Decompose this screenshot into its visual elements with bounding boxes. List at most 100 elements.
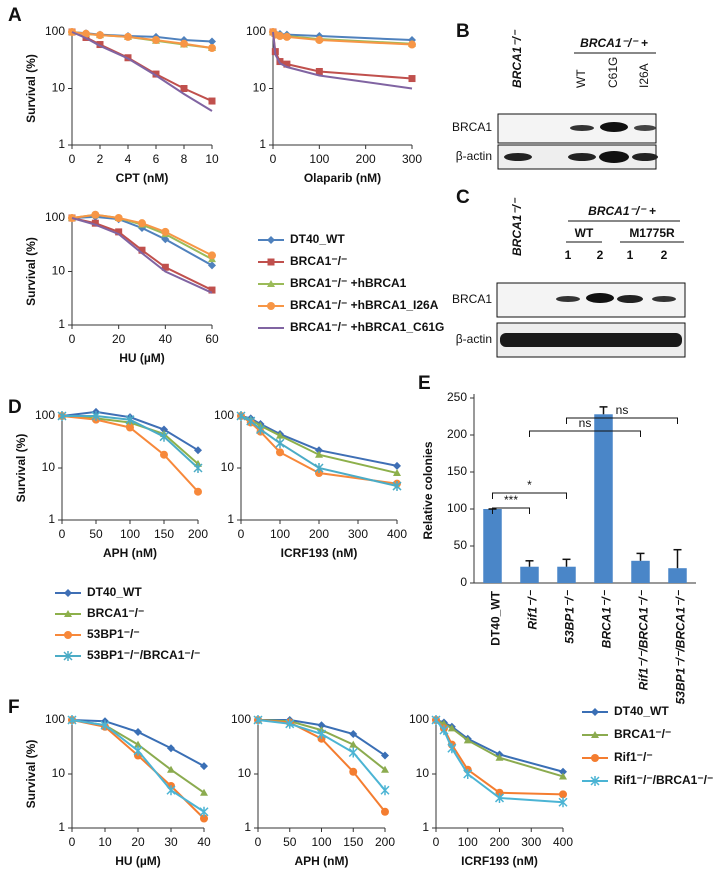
significance-bracket <box>529 430 641 437</box>
marker <box>126 423 134 432</box>
blot-group: BRCA1⁻/⁻ + <box>588 204 656 218</box>
x-tick-label: 150 <box>343 835 363 849</box>
marker <box>64 610 72 617</box>
marker <box>160 450 168 459</box>
x-tick-label: DT40_WT <box>489 590 503 645</box>
series-line <box>272 31 413 90</box>
marker <box>114 214 123 222</box>
marker <box>115 228 123 236</box>
y-tick-label: 100 <box>246 24 266 38</box>
marker <box>349 730 358 739</box>
bar <box>668 568 687 583</box>
x-axis-label: HU (µM) <box>119 351 165 365</box>
significance-bracket <box>566 417 678 424</box>
legend-label: BRCA1⁻/⁻ +hBRCA1_I26A <box>290 298 439 312</box>
marker <box>316 729 327 740</box>
x-tick-label: 60 <box>205 332 219 346</box>
x-axis-label: ICRF193 (nM) <box>461 854 538 868</box>
y-tick-label: 10 <box>42 460 56 474</box>
marker <box>393 461 401 470</box>
marker <box>275 31 284 40</box>
marker <box>559 772 567 780</box>
y-tick-label: 200 <box>447 427 467 441</box>
x-tick-label: 2 <box>97 152 104 166</box>
x-tick-label: 300 <box>348 527 368 541</box>
subgroup-label: WT <box>575 226 594 240</box>
significance-bracket <box>492 492 567 499</box>
significance-label: ns <box>616 403 629 417</box>
series-line <box>240 415 398 467</box>
x-axis-label: APH (nM) <box>103 546 157 560</box>
blot-b: BRCA1⁻/⁻ BRCA1⁻/⁻ + WT C61G I26A BRCA1 β… <box>452 29 658 170</box>
marker <box>199 806 209 817</box>
legend-label: DT40_WT <box>290 232 345 246</box>
legend-label: DT40_WT <box>87 585 142 599</box>
marker <box>96 31 104 40</box>
marker <box>283 60 291 68</box>
x-tick-label: 200 <box>309 527 329 541</box>
marker <box>208 97 216 105</box>
x-tick-label: 20 <box>112 332 126 346</box>
marker <box>152 36 160 45</box>
marker <box>381 807 389 816</box>
x-tick-label: 30 <box>164 835 178 849</box>
band <box>600 122 628 132</box>
marker <box>495 788 504 797</box>
significance-label: *** <box>504 493 518 507</box>
x-tick-label: 0 <box>69 152 76 166</box>
lane-label: 2 <box>661 248 668 262</box>
marker <box>96 41 104 49</box>
marker <box>138 219 146 228</box>
marker <box>134 740 142 748</box>
x-tick-label: 50 <box>283 835 297 849</box>
marker <box>91 219 99 227</box>
marker <box>167 744 175 753</box>
marker <box>160 425 168 434</box>
marker <box>167 765 175 773</box>
y-axis-label: Survival (%) <box>24 54 38 123</box>
panel-label: F <box>8 697 20 718</box>
legend-label: 53BP1⁻/⁻ <box>87 627 140 641</box>
marker <box>276 448 284 457</box>
lane-label: C61G <box>606 57 620 88</box>
x-tick-label: 0 <box>59 527 66 541</box>
lane-label: WT <box>574 69 588 88</box>
marker <box>82 29 90 38</box>
x-tick-label: 10 <box>205 152 219 166</box>
bar <box>594 414 613 583</box>
band <box>570 125 594 131</box>
marker <box>439 725 449 736</box>
row-label: BRCA1 <box>452 120 492 134</box>
marker <box>381 765 389 773</box>
legend-label: BRCA1⁻/⁻ <box>290 254 347 268</box>
marker <box>591 731 599 738</box>
marker <box>380 785 390 796</box>
marker <box>138 246 146 254</box>
marker <box>200 788 208 796</box>
panel-label: C <box>456 187 470 208</box>
legend-label: BRCA1⁻/⁻ +hBRCA1 <box>290 276 407 290</box>
marker <box>275 438 285 449</box>
x-tick-label: 100 <box>458 835 478 849</box>
y-tick-label: 1 <box>422 820 429 834</box>
marker <box>447 743 457 754</box>
band <box>586 293 614 303</box>
x-tick-label: 100 <box>309 152 329 166</box>
y-tick-label: 100 <box>45 24 65 38</box>
subgroup-label: M1775R <box>629 226 675 240</box>
y-tick-label: 1 <box>58 820 65 834</box>
marker <box>67 715 77 725</box>
marker <box>267 302 275 310</box>
x-tick-label: 0 <box>270 152 277 166</box>
x-tick-label: 400 <box>387 527 407 541</box>
y-tick-label: 100 <box>45 210 65 224</box>
marker <box>194 446 202 455</box>
marker <box>282 32 291 41</box>
x-tick-label: 0 <box>69 835 76 849</box>
panel-label: D <box>8 397 22 418</box>
y-tick-label: 10 <box>253 81 267 95</box>
x-tick-label: 0 <box>69 332 76 346</box>
band <box>568 153 596 161</box>
marker <box>133 745 143 756</box>
